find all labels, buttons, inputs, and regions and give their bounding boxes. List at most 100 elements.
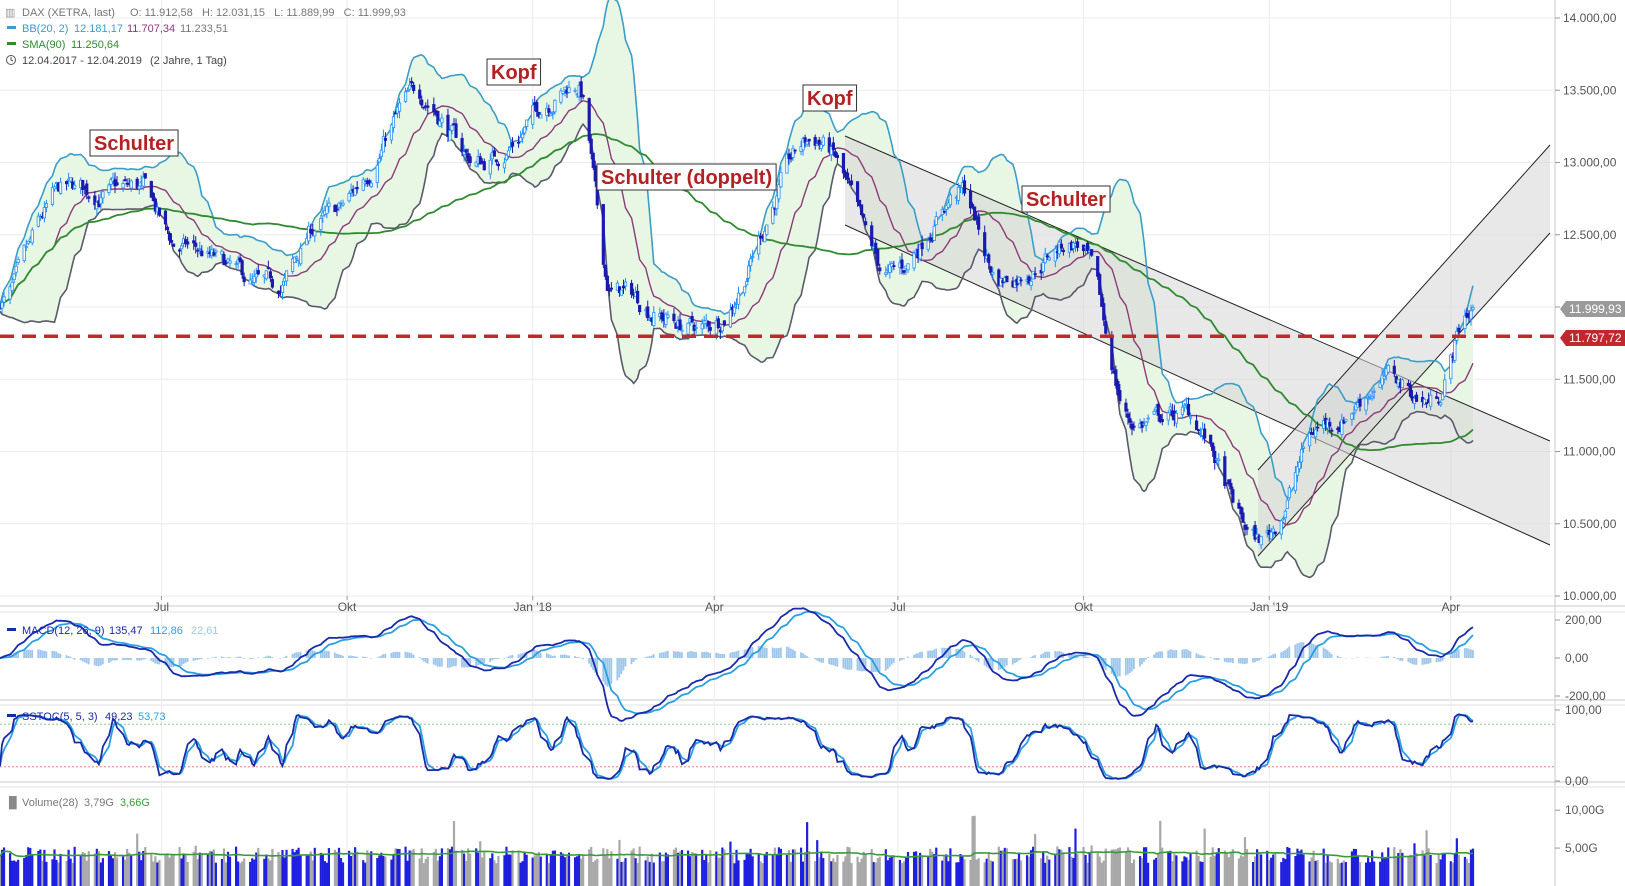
candle-body — [109, 179, 113, 185]
macd-histogram-bar — [1139, 658, 1141, 667]
candle-body — [1144, 421, 1148, 426]
candle — [81, 179, 85, 197]
macd-histogram-bar — [1429, 658, 1432, 663]
volume-bar — [1453, 853, 1456, 886]
macd-histogram-bar — [184, 658, 187, 663]
volume-bar — [715, 851, 718, 886]
volume-bar — [115, 857, 119, 886]
candle — [567, 80, 571, 93]
volume-bar — [469, 853, 472, 886]
volume-bar — [578, 855, 581, 886]
candle — [1340, 413, 1344, 439]
candle-body — [920, 242, 924, 250]
volume-bar — [898, 859, 902, 886]
volume-bar — [1274, 853, 1277, 886]
candle — [99, 190, 103, 211]
candle — [290, 255, 295, 275]
candle-body — [212, 252, 216, 256]
macd-histogram-bar — [323, 650, 326, 658]
macd-histogram-bar — [87, 658, 90, 665]
volume-bar — [412, 848, 415, 886]
volume-bar — [8, 853, 12, 886]
macd-histogram-bar — [733, 651, 736, 658]
candle-body — [252, 275, 256, 283]
support-price-tag: 11.797,72 — [1560, 330, 1625, 346]
volume-bar — [775, 854, 778, 886]
macd-histogram-bar — [1199, 655, 1202, 658]
candle — [1031, 270, 1035, 280]
macd-histogram-bar — [1296, 643, 1299, 658]
macd-histogram-bar — [1280, 652, 1283, 658]
macd-histogram-bar — [596, 658, 599, 676]
macd-histogram-bar — [929, 650, 932, 658]
volume-bar — [1344, 862, 1347, 886]
candle — [496, 161, 500, 171]
macd-histogram-bar — [1195, 653, 1198, 658]
price-tick-label: 10.500,00 — [1563, 517, 1617, 531]
volume-bar — [1326, 855, 1329, 886]
macd-histogram-bar — [561, 654, 564, 658]
macd-histogram-bar — [1126, 658, 1129, 675]
candle-body — [722, 320, 726, 326]
volume-bar — [761, 863, 764, 886]
candle-body — [1033, 273, 1037, 275]
macd-histogram-bar — [1185, 649, 1188, 658]
candle — [426, 99, 430, 115]
macd-histogram-bar — [1167, 650, 1170, 658]
price-tick-label: 14.000,00 — [1563, 11, 1617, 25]
volume-bar — [729, 841, 732, 886]
sma-label: SMA(90) — [22, 39, 65, 51]
volume-bar — [646, 856, 649, 886]
volume-bar — [85, 860, 88, 886]
candle-body — [367, 180, 371, 185]
candle-body — [1174, 412, 1178, 424]
macd-histogram-bar — [676, 651, 679, 658]
macd-histogram-bar — [802, 653, 804, 658]
macd-histogram-bar — [1082, 655, 1085, 658]
volume-bar — [1019, 860, 1023, 886]
volume-bar — [307, 855, 310, 886]
candle — [42, 201, 46, 223]
macd-histogram-bar — [666, 650, 669, 658]
macd-histogram-bar — [1328, 652, 1331, 658]
candle-body — [228, 260, 232, 264]
macd-histogram-bar — [622, 658, 625, 671]
candle — [1237, 499, 1241, 509]
volume-bar — [1044, 862, 1047, 886]
volume-bar — [862, 851, 865, 886]
candle — [30, 227, 34, 246]
volume-bar — [440, 848, 443, 886]
candle-body — [1350, 413, 1354, 420]
macd-histogram-bar — [1227, 658, 1230, 663]
volume-bar — [1072, 858, 1075, 886]
candle-body — [325, 205, 329, 215]
candle — [14, 261, 18, 277]
macd-histogram-bar — [152, 658, 155, 662]
bar-chart-icon: ▐▌ — [5, 795, 21, 810]
macd-histogram-bar — [1308, 641, 1311, 658]
macd-histogram-bar — [23, 649, 26, 658]
macd-histogram-bar — [517, 654, 520, 658]
macd-histogram-bar — [646, 656, 649, 658]
candle — [787, 148, 791, 165]
volume-bar — [842, 861, 845, 886]
candle — [581, 94, 585, 100]
macd-line — [0, 607, 1474, 722]
macd-histogram-bar — [1397, 658, 1400, 660]
candle-body — [180, 245, 184, 250]
volume-bar — [186, 861, 189, 886]
volume-bar — [1286, 846, 1289, 886]
macd-histogram-bar — [592, 658, 595, 671]
volume-bar — [610, 851, 613, 886]
volume-bar — [446, 848, 450, 886]
candle — [819, 141, 823, 152]
volume-bar — [406, 860, 409, 886]
macd-histogram-bar — [420, 658, 423, 660]
volume-bar — [878, 856, 881, 886]
candle — [50, 182, 55, 207]
price-tick-label: 10.000,00 — [1563, 589, 1617, 603]
candle-body — [934, 216, 938, 226]
macd-histogram-bar — [426, 658, 429, 664]
candle — [1285, 497, 1289, 509]
candle-body — [224, 260, 228, 265]
